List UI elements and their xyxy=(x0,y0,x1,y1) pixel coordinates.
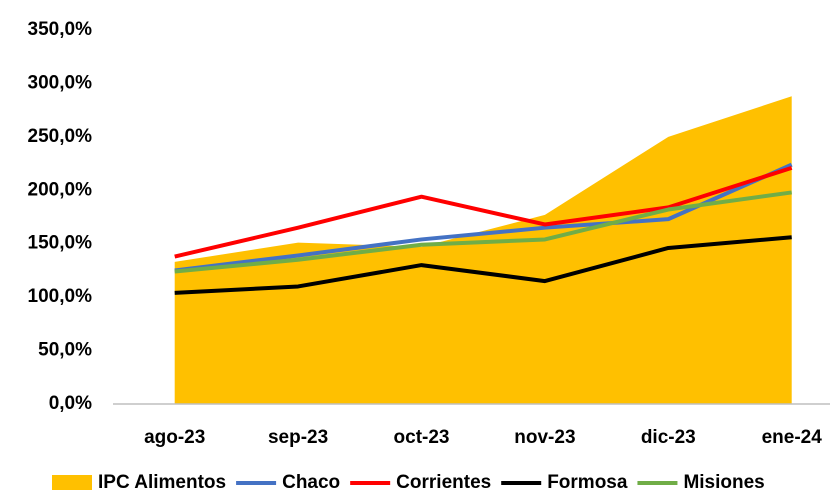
y-tick-label: 0,0% xyxy=(49,393,92,414)
y-tick-label: 350,0% xyxy=(28,19,93,40)
y-tick-label: 50,0% xyxy=(38,340,92,361)
legend-swatch xyxy=(52,475,92,490)
x-tick-label: ago-23 xyxy=(144,427,205,448)
area xyxy=(174,96,792,404)
y-tick-label: 100,0% xyxy=(28,286,93,307)
line xyxy=(174,190,792,274)
y-tick-label: 200,0% xyxy=(28,179,93,200)
line xyxy=(174,162,793,273)
y-tick-label: 150,0% xyxy=(28,233,93,254)
line xyxy=(174,235,792,295)
x-tick-label: dic-23 xyxy=(641,427,696,448)
y-tick-label: 300,0% xyxy=(28,72,93,93)
line xyxy=(174,165,793,259)
legend-label: Formosa xyxy=(547,472,628,493)
legend-label: Corrientes xyxy=(396,472,491,493)
x-tick-label: ene-24 xyxy=(762,427,823,448)
legend-label: IPC Alimentos xyxy=(98,472,226,493)
legend-label: Misiones xyxy=(683,472,764,493)
y-tick-label: 250,0% xyxy=(28,126,93,147)
legend-label: Chaco xyxy=(282,472,340,493)
x-tick-label: sep-23 xyxy=(268,427,328,448)
x-tick-label: oct-23 xyxy=(394,427,450,448)
x-tick-label: nov-23 xyxy=(514,427,575,448)
